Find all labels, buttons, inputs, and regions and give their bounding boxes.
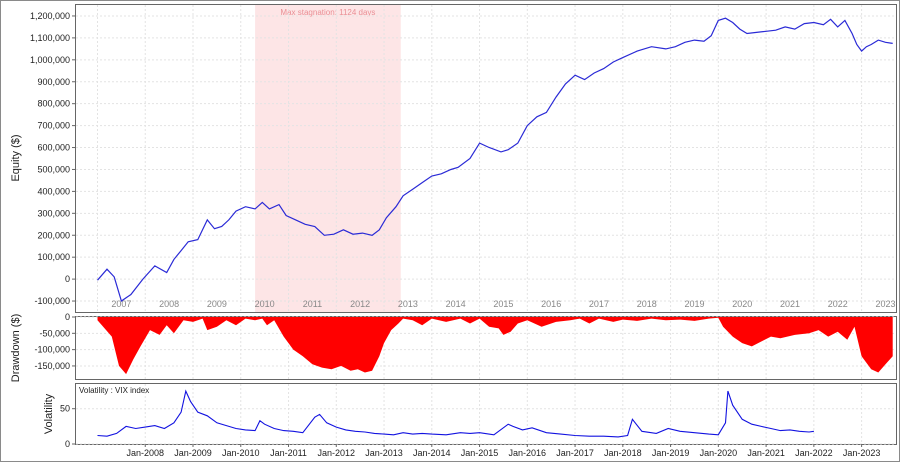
- volatility-panel: Volatility : VIX index 500 Jan-2008 Jan-2…: [43, 383, 897, 458]
- volatility-x-tick-label: Jan-2012: [318, 448, 356, 458]
- equity-year-label: 2014: [446, 299, 466, 309]
- equity-y-tick-label: 700,000: [37, 121, 70, 131]
- equity-year-label: 2023: [875, 299, 895, 309]
- volatility-y-tick-label: 0: [65, 439, 70, 449]
- equity-year-label: 2020: [732, 299, 752, 309]
- equity-y-tick-label: 200,000: [37, 230, 70, 240]
- equity-axis-title: Equity ($): [10, 134, 22, 181]
- drawdown-y-tick-label: -50,000: [39, 328, 70, 338]
- max-stagnation-band: [255, 5, 401, 312]
- volatility-x-tick-label: Jan-2020: [700, 448, 738, 458]
- volatility-x-tick-label: Jan-2019: [652, 448, 690, 458]
- equity-year-label: 2016: [541, 299, 561, 309]
- equity-y-tick-label: 800,000: [37, 99, 70, 109]
- drawdown-area: [97, 317, 893, 375]
- volatility-x-tick-label: Jan-2015: [461, 448, 499, 458]
- equity-year-label: 2017: [589, 299, 609, 309]
- equity-year-label: 2012: [350, 299, 370, 309]
- volatility-x-tick-label: Jan-2017: [556, 448, 594, 458]
- equity-year-labels: 2007 2008 2009 2010 2011 2012 2013 2014 2015 2016…: [111, 299, 895, 309]
- volatility-x-tick-label: Jan-2013: [365, 448, 403, 458]
- volatility-x-tick-label: Jan-2009: [174, 448, 212, 458]
- volatility-x-tick-label: Jan-2016: [509, 448, 547, 458]
- volatility-y-tick-label: 50: [60, 404, 70, 414]
- volatility-x-ticks: Jan-2008 Jan-2009 Jan-2010 Jan-2011 Jan-2012…: [126, 444, 880, 458]
- equity-y-tick-label: 1,100,000: [30, 33, 70, 43]
- volatility-y-ticks: 50 0: [60, 404, 76, 449]
- equity-y-tick-label: -100,000: [34, 296, 70, 306]
- vix-series-line: [97, 389, 814, 438]
- equity-year-label: 2015: [493, 299, 513, 309]
- equity-y-tick-label: 600,000: [37, 143, 70, 153]
- max-stagnation-label: Max stagnation: 1124 days: [280, 8, 375, 17]
- equity-y-tick-label: 500,000: [37, 164, 70, 174]
- equity-series-line: [97, 17, 893, 302]
- equity-year-label: 2008: [159, 299, 179, 309]
- equity-year-label: 2007: [111, 299, 131, 309]
- equity-year-label: 2009: [207, 299, 227, 309]
- equity-year-label: 2022: [828, 299, 848, 309]
- drawdown-y-tick-label: -100,000: [34, 345, 70, 355]
- volatility-x-tick-label: Jan-2008: [126, 448, 164, 458]
- volatility-x-tick-label: Jan-2010: [222, 448, 260, 458]
- equity-panel: Max stagnation: 1124 days 1,200,000 1,100…: [10, 4, 897, 313]
- equity-y-tick-label: 0: [65, 274, 70, 284]
- equity-year-label: 2010: [255, 299, 275, 309]
- volatility-x-tick-label: Jan-2021: [747, 448, 785, 458]
- volatility-plot-area: [75, 383, 897, 445]
- volatility-x-tick-label: Jan-2011: [270, 448, 307, 458]
- equity-y-tick-label: 300,000: [37, 208, 70, 218]
- equity-y-tick-label: 400,000: [37, 186, 70, 196]
- drawdown-panel: 0 -50,000 -100,000 -150,000 Drawdown ($): [10, 312, 897, 382]
- drawdown-y-ticks: 0 -50,000 -100,000 -150,000: [34, 312, 76, 371]
- drawdown-axis-title: Drawdown ($): [10, 314, 22, 382]
- equity-y-tick-label: 1,200,000: [30, 11, 70, 21]
- equity-year-label: 2021: [780, 299, 800, 309]
- drawdown-y-tick-label: -150,000: [34, 361, 70, 371]
- volatility-x-tick-label: Jan-2022: [795, 448, 833, 458]
- volatility-x-tick-label: Jan-2023: [843, 448, 881, 458]
- equity-y-tick-label: 900,000: [37, 77, 70, 87]
- equity-y-ticks: 1,200,000 1,100,000 1,000,000 900,000 800,00…: [30, 11, 76, 306]
- equity-year-label: 2018: [637, 299, 657, 309]
- volatility-panel-title: Volatility : VIX index: [79, 386, 149, 395]
- volatility-axis-title: Volatility: [43, 393, 55, 434]
- volatility-x-tick-label: Jan-2014: [413, 448, 451, 458]
- equity-gridlines: [76, 5, 896, 312]
- equity-y-tick-label: 100,000: [37, 252, 70, 262]
- equity-y-tick-label: 1,000,000: [30, 55, 70, 65]
- equity-year-label: 2011: [303, 299, 322, 309]
- drawdown-y-tick-label: 0: [65, 312, 70, 322]
- equity-year-label: 2013: [398, 299, 418, 309]
- equity-year-label: 2019: [684, 299, 704, 309]
- volatility-x-tick-label: Jan-2018: [604, 448, 642, 458]
- equity-plot-area: [75, 4, 897, 313]
